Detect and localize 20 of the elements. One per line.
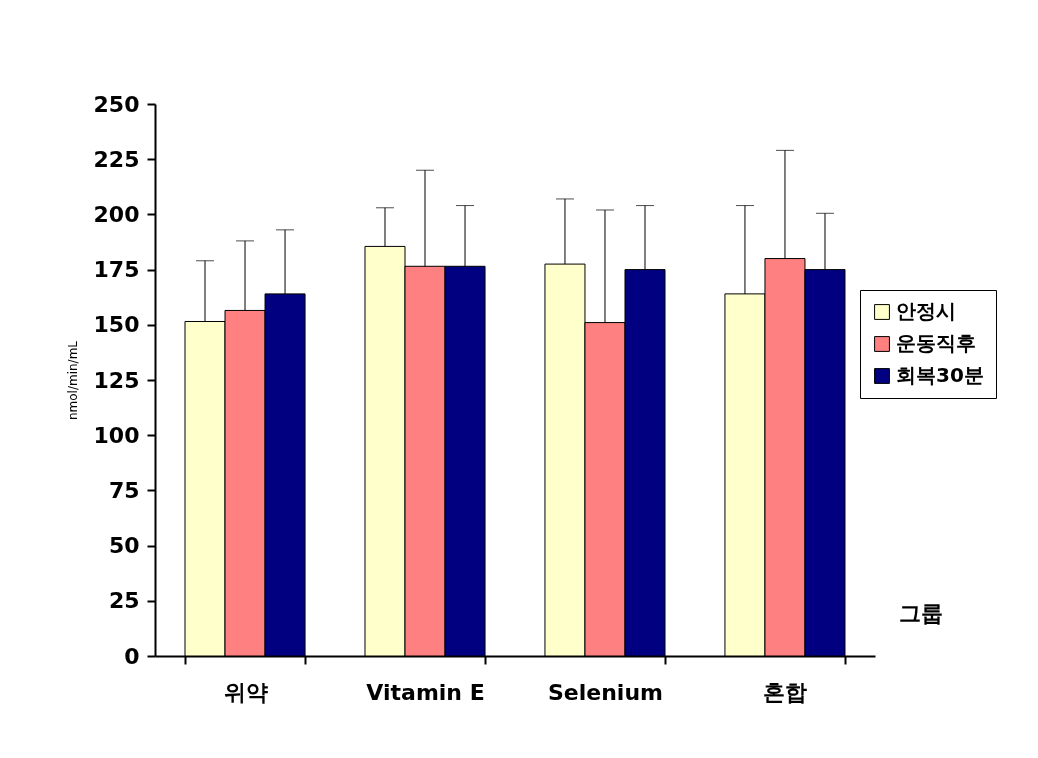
x-tick-label: 혼합 (763, 679, 808, 705)
y-tick-label: 200 (93, 201, 140, 227)
y-tick-label: 75 (108, 477, 140, 503)
y-axis-title: nmol/min/mL (65, 340, 80, 421)
x-tick-label: 위약 (223, 679, 268, 705)
x-axis-title: 그룹 (898, 600, 943, 626)
y-tick-label: 25 (108, 588, 140, 614)
legend-label: 회복30분 (896, 363, 984, 387)
y-tick-label: 250 (93, 91, 140, 117)
y-tick-label: 175 (93, 257, 140, 283)
legend-label: 운동직후 (896, 331, 976, 355)
legend-label: 안정시 (896, 299, 956, 323)
y-tick-label: 150 (93, 312, 140, 338)
y-tick-label: 50 (108, 533, 140, 559)
y-tick-label: 100 (93, 422, 140, 448)
x-tick-label: Vitamin E (366, 679, 485, 705)
x-tick-label: Selenium (547, 679, 664, 705)
y-tick-label: 0 (124, 643, 140, 669)
y-tick-label: 125 (93, 367, 140, 393)
y-tick-label: 225 (93, 146, 140, 172)
